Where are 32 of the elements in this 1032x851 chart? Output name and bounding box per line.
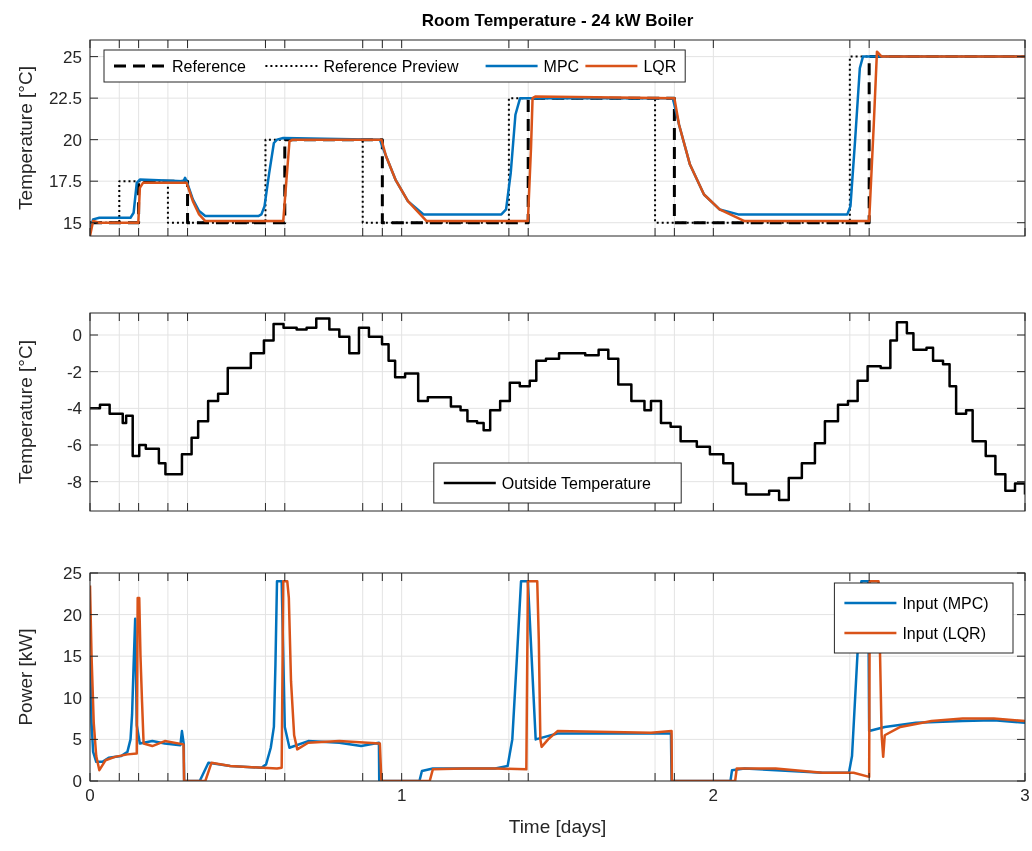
chart-title: Room Temperature - 24 kW Boiler	[421, 11, 694, 30]
y-tick-label: -6	[66, 435, 82, 455]
x-tick-label: 0	[85, 786, 95, 805]
y-tick-label: 20	[63, 130, 82, 150]
y-tick-label: 0	[72, 325, 82, 345]
legend-label: Outside Temperature	[501, 474, 652, 492]
legend-label: Input (LQR)	[902, 624, 986, 642]
x-tick-label: 2	[708, 786, 719, 805]
x-tick-label: 3	[1020, 786, 1030, 805]
y-tick-label: 10	[63, 688, 82, 708]
legend-label: Reference	[172, 57, 246, 75]
y-tick-label: 15	[63, 213, 82, 233]
y-tick-label: 5	[72, 730, 82, 750]
x-tick-label: 1	[396, 786, 407, 805]
y-tick-label: 17.5	[48, 172, 82, 192]
y-tick-label: 0	[72, 771, 82, 791]
y-tick-label: -8	[66, 472, 82, 492]
y-axis-title: Temperature [°C]	[15, 340, 36, 484]
y-tick-label: 15	[63, 647, 82, 667]
legend-label: MPC	[543, 57, 580, 75]
x-axis-title: Time [days]	[508, 816, 607, 837]
legend-label: LQR	[643, 57, 677, 75]
legend-label: Input (MPC)	[902, 594, 989, 612]
y-axis-title: Temperature [°C]	[15, 66, 36, 210]
y-axis-title: Power [kW]	[15, 628, 36, 726]
y-tick-label: 22.5	[48, 89, 82, 109]
y-tick-label: 25	[63, 47, 82, 67]
y-tick-label: 25	[63, 563, 82, 583]
y-tick-label: -4	[66, 399, 82, 419]
legend-label: Reference Preview	[323, 57, 460, 75]
y-tick-label: -2	[66, 362, 82, 382]
y-tick-label: 20	[63, 605, 82, 625]
